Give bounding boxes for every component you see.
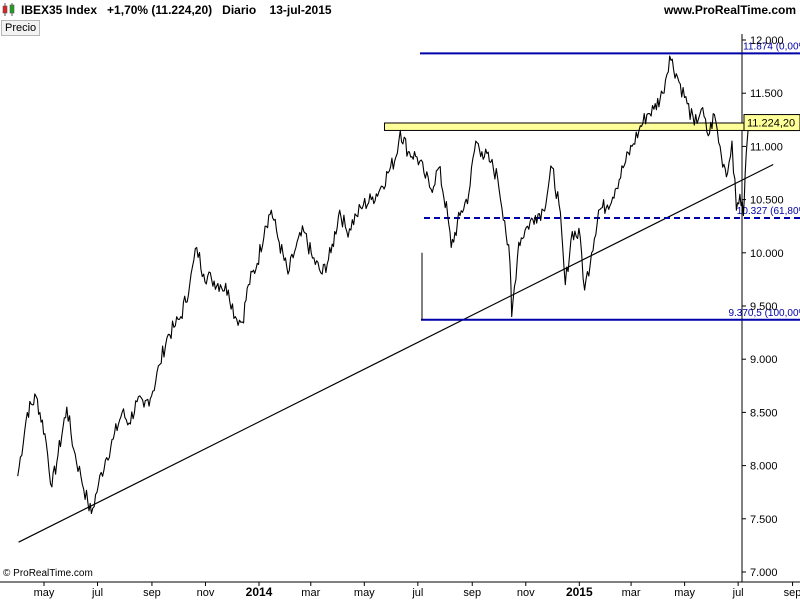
x-tick-label: may: [354, 587, 375, 599]
trendline-layer: [18, 163, 774, 543]
x-tick-label: 2014: [246, 585, 273, 599]
current-price-label: 11.224,20: [747, 118, 795, 130]
change-value: +1,70% (11.224,20): [107, 3, 213, 17]
fib-level-label: 11.874 (0,00%): [743, 41, 800, 52]
fib-level-label: 10.327 (61,80%): [737, 206, 800, 217]
price-series: [17, 55, 750, 515]
date-label: 13-jul-2015: [269, 3, 332, 17]
x-tick-label: nov: [197, 587, 215, 599]
price-line: [17, 55, 750, 515]
fibonacci-layer: 11.874 (0,00%) 10.327 (61,80%) 9.370,5 (10…: [420, 41, 800, 321]
copyright-label: © ProRealTime.com: [3, 568, 93, 579]
series-tag[interactable]: Precio: [1, 20, 41, 36]
candlestick-icon: [2, 3, 15, 16]
y-axis-ticks: 12.000 11.500 11.000 10.500 10.000 9.500 9.000…: [742, 35, 784, 579]
x-tick-label: nov: [517, 587, 535, 599]
y-tick-label: 9.000: [750, 354, 778, 366]
y-tick-label: 10.000: [750, 248, 784, 260]
y-tick-label: 9.500: [750, 301, 778, 313]
y-tick-label: 11.000: [750, 141, 783, 153]
y-tick-label: 12.000: [750, 35, 784, 47]
period-label: Diario: [222, 3, 257, 17]
website-label: www.ProRealTime.com: [663, 3, 796, 17]
x-axis-ticks: may jul sep nov 2014 mar may jul sep nov 2015 mar ma…: [34, 582, 800, 599]
resistance-zone-layer: [383, 122, 780, 131]
y-tick-label: 8.000: [750, 461, 778, 473]
x-tick-label: may: [34, 587, 55, 599]
x-tick-label: sep: [143, 587, 161, 599]
current-price-box: [743, 114, 800, 132]
trendline: [18, 163, 774, 543]
y-tick-label: 7.500: [750, 514, 778, 526]
x-tick-label: jul: [732, 587, 744, 599]
x-tick-label: sep: [784, 587, 800, 599]
x-tick-label: jul: [411, 587, 423, 599]
index-name: IBEX35 Index: [21, 3, 98, 17]
price-label-layer: 11.224,20: [743, 114, 800, 132]
y-tick-label: 8.500: [750, 407, 778, 419]
x-tick-label: 2015: [566, 585, 593, 599]
y-tick-label: 7.000: [750, 567, 778, 579]
chart-title: IBEX35 Index +1,70% (11.224,20) Diario 1…: [21, 3, 332, 17]
resistance-zone: [383, 122, 780, 131]
chart-header: IBEX35 Index +1,70% (11.224,20) Diario 1…: [0, 0, 800, 20]
y-tick-label: 11.500: [750, 88, 783, 100]
fib-level-label: 9.370,5 (100,00%): [728, 308, 800, 319]
x-tick-label: mar: [301, 587, 320, 599]
x-tick-label: sep: [463, 587, 481, 599]
y-tick-label: 10.500: [750, 195, 784, 207]
x-tick-label: mar: [622, 587, 641, 599]
x-tick-label: may: [674, 587, 695, 599]
x-tick-label: jul: [91, 587, 103, 599]
axes: [0, 34, 800, 583]
